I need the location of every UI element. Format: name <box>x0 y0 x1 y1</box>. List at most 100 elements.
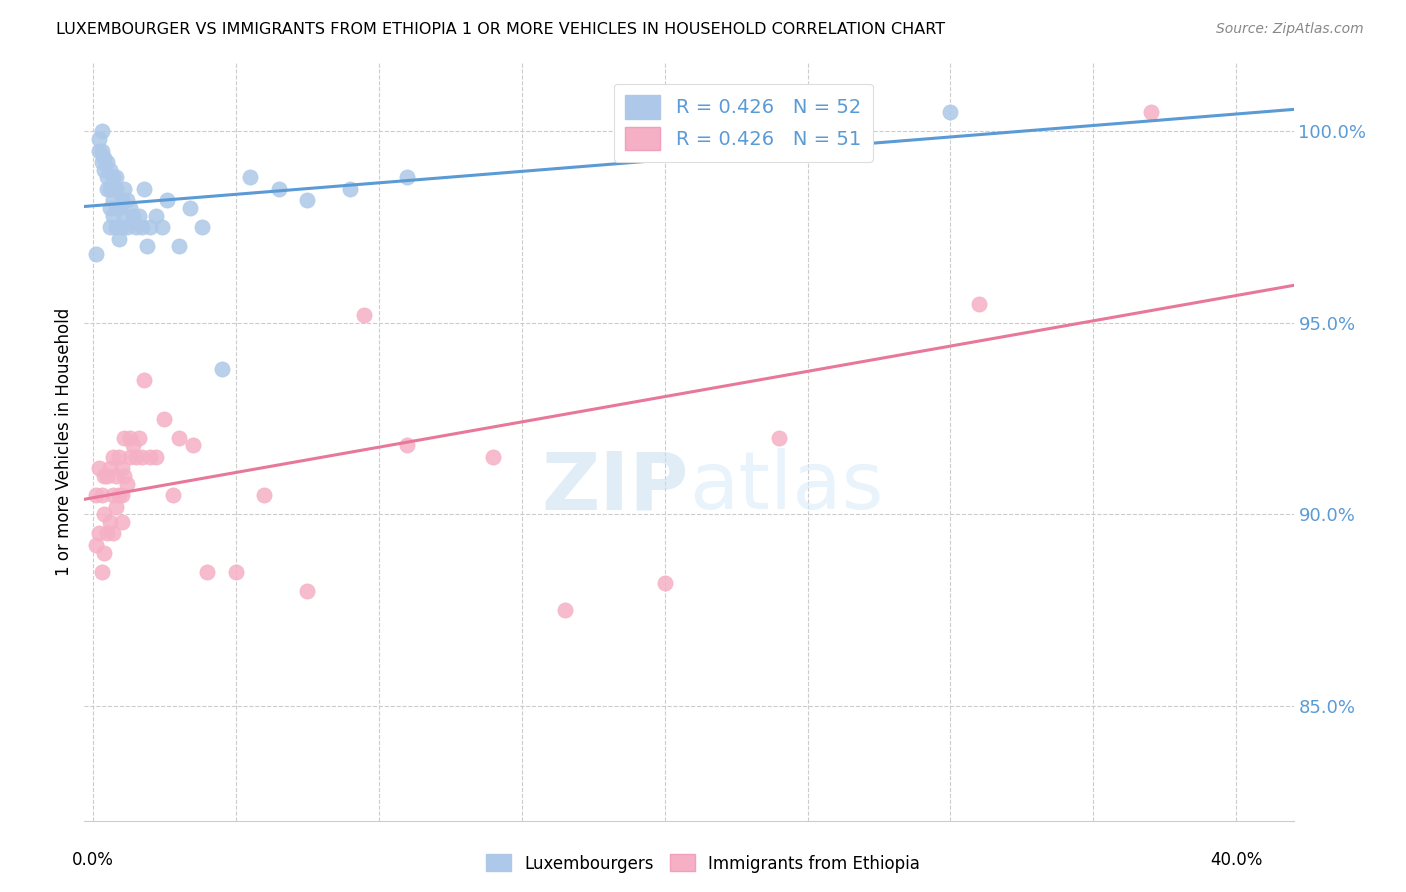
Point <box>167 431 190 445</box>
Point <box>1139 105 1161 120</box>
Point <box>139 220 162 235</box>
Legend: Luxembourgers, Immigrants from Ethiopia: Luxembourgers, Immigrants from Ethiopia <box>479 847 927 880</box>
Point <box>112 431 135 445</box>
Point <box>101 488 124 502</box>
Point <box>128 209 150 223</box>
Point <box>190 220 212 235</box>
Point <box>120 450 142 464</box>
Text: 40.0%: 40.0% <box>1211 851 1263 869</box>
Point <box>768 431 790 445</box>
Point <box>96 182 118 196</box>
Point <box>131 220 153 235</box>
Point <box>167 239 190 253</box>
Point <box>101 209 124 223</box>
Point <box>104 201 127 215</box>
Point <box>90 155 112 169</box>
Point <box>101 450 124 464</box>
Point <box>253 488 276 502</box>
Point <box>93 469 115 483</box>
Point <box>110 220 132 235</box>
Point <box>110 194 132 208</box>
Point <box>115 194 138 208</box>
Point <box>87 132 110 146</box>
Point <box>115 220 138 235</box>
Point <box>98 220 121 235</box>
Point <box>654 576 676 591</box>
Point <box>93 162 115 177</box>
Text: ZIP: ZIP <box>541 448 689 526</box>
Point <box>162 488 184 502</box>
Point <box>84 488 107 502</box>
Point <box>96 526 118 541</box>
Point <box>396 438 419 452</box>
Point <box>120 201 142 215</box>
Point <box>112 182 135 196</box>
Point <box>84 538 107 552</box>
Point <box>98 162 121 177</box>
Point <box>104 182 127 196</box>
Point <box>96 155 118 169</box>
Point <box>110 488 132 502</box>
Point <box>90 488 112 502</box>
Text: atlas: atlas <box>689 448 883 526</box>
Point <box>353 308 375 322</box>
Point <box>139 450 162 464</box>
Point <box>225 565 247 579</box>
Point <box>297 583 319 598</box>
Point <box>93 545 115 559</box>
Point <box>98 515 121 529</box>
Point <box>90 565 112 579</box>
Point <box>131 450 153 464</box>
Point <box>96 469 118 483</box>
Text: LUXEMBOURGER VS IMMIGRANTS FROM ETHIOPIA 1 OR MORE VEHICLES IN HOUSEHOLD CORRELA: LUXEMBOURGER VS IMMIGRANTS FROM ETHIOPIA… <box>56 22 945 37</box>
Point <box>93 151 115 165</box>
Point <box>134 182 156 196</box>
Point <box>297 194 319 208</box>
Point <box>87 526 110 541</box>
Point <box>101 170 124 185</box>
Point <box>90 144 112 158</box>
Point <box>98 201 121 215</box>
Point <box>153 411 176 425</box>
Point <box>104 469 127 483</box>
Point <box>115 476 138 491</box>
Point <box>128 431 150 445</box>
Point <box>145 450 167 464</box>
Text: 0.0%: 0.0% <box>72 851 114 869</box>
Point <box>87 144 110 158</box>
Point <box>136 239 159 253</box>
Point <box>554 603 576 617</box>
Point <box>104 170 127 185</box>
Point <box>101 194 124 208</box>
Point <box>120 431 142 445</box>
Point <box>112 209 135 223</box>
Point <box>101 526 124 541</box>
Point <box>98 461 121 475</box>
Point <box>211 361 233 376</box>
Point <box>267 182 290 196</box>
Point <box>107 201 129 215</box>
Point <box>110 461 132 475</box>
Point <box>107 450 129 464</box>
Point <box>122 438 145 452</box>
Point <box>98 182 121 196</box>
Text: Source: ZipAtlas.com: Source: ZipAtlas.com <box>1216 22 1364 37</box>
Point <box>939 105 962 120</box>
Point <box>107 488 129 502</box>
Point <box>93 508 115 522</box>
Point <box>181 438 204 452</box>
Y-axis label: 1 or more Vehicles in Household: 1 or more Vehicles in Household <box>55 308 73 575</box>
Legend: R = 0.426   N = 52, R = 0.426   N = 51: R = 0.426 N = 52, R = 0.426 N = 51 <box>613 84 873 162</box>
Point <box>125 220 148 235</box>
Point <box>110 515 132 529</box>
Point <box>125 450 148 464</box>
Point <box>482 450 505 464</box>
Point <box>122 209 145 223</box>
Point <box>90 124 112 138</box>
Point <box>84 247 107 261</box>
Point <box>239 170 262 185</box>
Point <box>339 182 361 196</box>
Point <box>112 469 135 483</box>
Point <box>179 201 201 215</box>
Point <box>145 209 167 223</box>
